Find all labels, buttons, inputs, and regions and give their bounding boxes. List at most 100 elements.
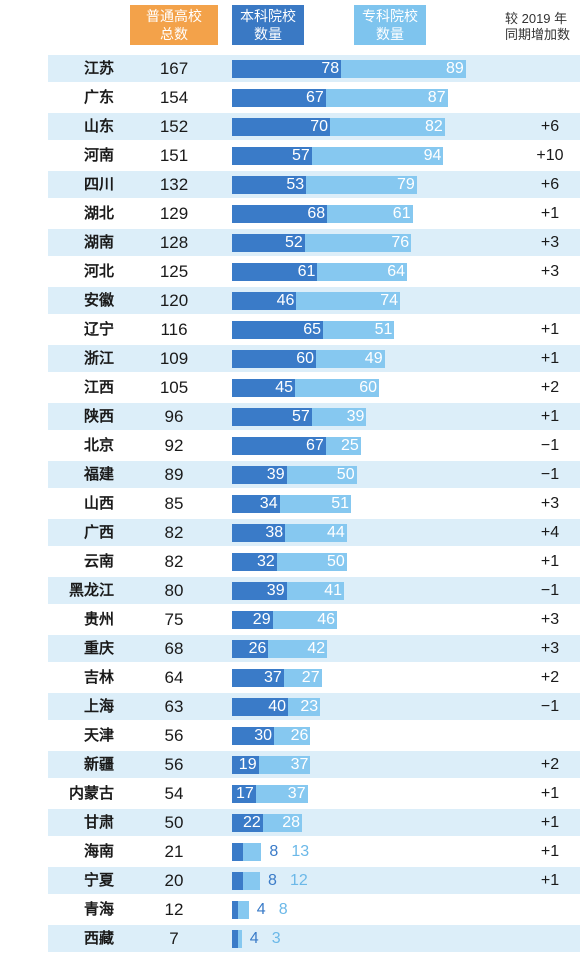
total-value: 75	[164, 610, 184, 629]
bachelor-value-label: 37	[264, 669, 282, 686]
header-vocational-count: 专科院校 数量	[354, 5, 426, 45]
vocational-bar	[316, 350, 385, 368]
province-label: 上海	[83, 698, 114, 715]
bachelor-bar	[232, 60, 342, 78]
header-change-vs-2019: 较 2019 年 同期增加数	[505, 10, 580, 44]
table-row: 北京 92 67 25 −1	[0, 431, 580, 460]
table-row: 江西 105 45 60 +2	[0, 373, 580, 402]
table-row: 西藏 7 4 3	[0, 924, 580, 953]
table-row: 吉林 64 37 27 +2	[0, 663, 580, 692]
vocational-value-label: 13	[291, 843, 310, 860]
province-label: 陕西	[83, 408, 114, 425]
total-value: 125	[159, 262, 189, 281]
province-label: 青海	[83, 901, 114, 918]
change-value: +1	[540, 553, 560, 570]
change-value: +3	[540, 495, 560, 512]
vocational-value-label: 50	[336, 466, 355, 483]
province-label: 广东	[83, 89, 114, 106]
bachelor-value-label: 67	[306, 89, 324, 106]
row-stripe	[48, 809, 580, 836]
table-row: 湖南 128 52 76 +3	[0, 228, 580, 257]
bachelor-bar	[232, 176, 307, 194]
total-value: 120	[159, 291, 189, 310]
table-row: 海南 21 8 13 +1	[0, 837, 580, 866]
change-value: +2	[540, 669, 560, 686]
header-change-line2: 同期增加数	[505, 27, 571, 42]
total-value: 50	[164, 813, 184, 832]
bachelor-bar	[232, 698, 288, 716]
province-label: 河北	[83, 263, 114, 280]
total-value: 54	[164, 784, 184, 803]
vocational-bar	[295, 379, 379, 397]
bachelor-bar	[232, 901, 238, 919]
total-value: 96	[164, 407, 184, 426]
bachelor-bar	[232, 147, 312, 165]
total-value: 82	[164, 523, 184, 542]
bachelor-bar	[232, 553, 277, 571]
bachelor-bar	[232, 321, 323, 339]
change-value: +1	[540, 350, 560, 367]
vocational-value-label: 39	[346, 408, 365, 425]
bachelor-value-label: 52	[285, 234, 303, 251]
total-value: 152	[159, 117, 189, 136]
total-value: 92	[164, 436, 184, 455]
total-value: 129	[159, 204, 189, 223]
vocational-bar	[279, 495, 351, 513]
vocational-value-label: 89	[446, 60, 464, 77]
vocational-value-label: 23	[300, 698, 319, 715]
total-value: 85	[164, 494, 184, 513]
vocational-value-label: 94	[423, 147, 442, 164]
province-label: 山西	[83, 495, 114, 512]
table-row: 重庆 68 26 42 +3	[0, 634, 580, 663]
header-change-line1: 较 2019 年	[505, 11, 568, 26]
change-value: +1	[540, 872, 560, 889]
bachelor-value-label: 4	[256, 901, 266, 918]
bachelor-bar	[232, 263, 318, 281]
bachelor-bar	[232, 118, 330, 136]
table-row: 湖北 129 68 61 +1	[0, 199, 580, 228]
table-row: 四川 132 53 79 +6	[0, 170, 580, 199]
total-value: 128	[159, 233, 189, 252]
province-label: 浙江	[83, 350, 114, 367]
bachelor-bar	[232, 727, 274, 745]
bachelor-value-label: 57	[292, 147, 310, 164]
bachelor-value-label: 45	[275, 379, 293, 396]
header-vocational-line1: 专科院校	[362, 8, 418, 24]
table-row: 陕西 96 57 39 +1	[0, 402, 580, 431]
row-stripe	[48, 751, 580, 778]
vocational-value-label: 76	[391, 234, 410, 251]
vocational-bar	[304, 234, 412, 252]
vocational-value-label: 60	[359, 379, 377, 396]
total-value: 56	[164, 755, 184, 774]
change-value: +1	[540, 843, 560, 860]
table-row: 河南 151 57 94 +10	[0, 141, 580, 170]
province-label: 江苏	[83, 60, 114, 77]
vocational-value-label: 46	[317, 611, 335, 628]
vocational-bar	[283, 669, 322, 687]
bachelor-value-label: 4	[249, 930, 259, 947]
bachelor-value-label: 60	[296, 350, 314, 367]
province-label: 北京	[83, 437, 114, 454]
change-value: +2	[540, 756, 560, 773]
province-label: 重庆	[83, 640, 114, 657]
province-label: 天津	[83, 727, 114, 744]
vocational-value-label: 82	[425, 118, 443, 135]
total-value: 105	[159, 378, 189, 397]
change-value: −1	[540, 437, 560, 454]
province-label: 内蒙古	[68, 785, 114, 802]
vocational-value-label: 8	[278, 901, 288, 918]
header-total-line1: 普通高校	[146, 8, 202, 24]
vocational-bar	[285, 524, 347, 542]
bachelor-value-label: 70	[310, 118, 328, 135]
vocational-value-label: 51	[374, 321, 393, 338]
table-row: 广东 154 67 87	[0, 83, 580, 112]
table-row: 天津 56 30 26	[0, 721, 580, 750]
table-row: 贵州 75 29 46 +3	[0, 605, 580, 634]
bachelor-bar	[232, 234, 305, 252]
vocational-bar	[311, 147, 444, 165]
table-row: 云南 82 32 50 +1	[0, 547, 580, 576]
vocational-bar	[243, 843, 262, 861]
bachelor-value-label: 32	[257, 553, 275, 570]
vocational-bar	[258, 756, 311, 774]
bachelor-value-label: 39	[266, 466, 285, 483]
